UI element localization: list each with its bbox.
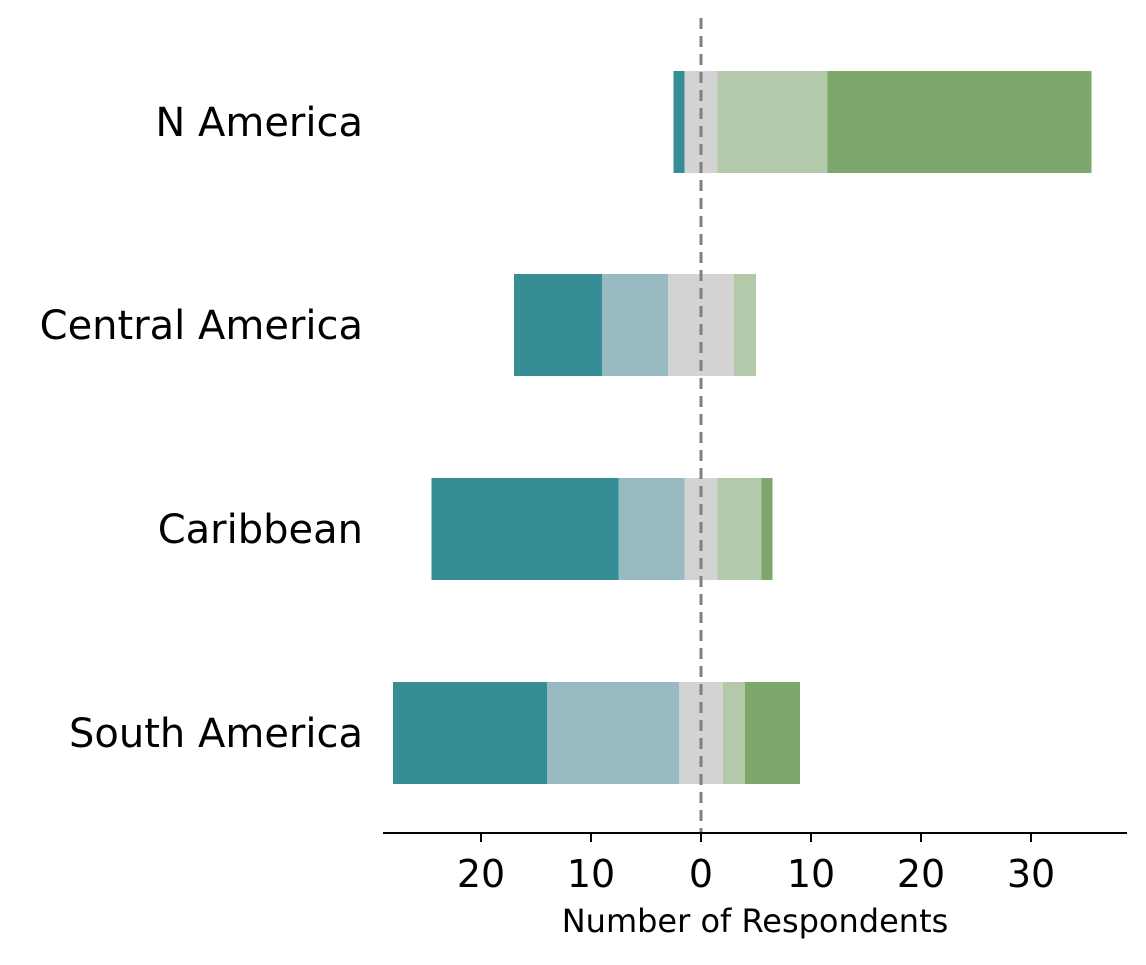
category-label: South America (69, 711, 363, 757)
bar-segment-4-caribbean (717, 478, 762, 580)
bar-segment-4-n-america (717, 71, 828, 173)
category-label: Caribbean (158, 507, 363, 553)
bar-segment-5-n-america (827, 71, 1092, 173)
x-tick-label: 30 (1007, 852, 1055, 896)
bar-segment-1-caribbean (431, 478, 619, 580)
category-labels: N America Central America Caribbean South A… (40, 100, 363, 757)
bar-segment-2-central-america (602, 274, 668, 376)
bar-segment-1-n-america (673, 71, 685, 173)
x-tick-label: 10 (567, 852, 615, 896)
x-axis: 20 10 0 10 20 30 (383, 832, 1127, 896)
bar-segment-2-south-america (547, 682, 679, 784)
bar-segment-4-south-america (723, 682, 745, 784)
bar-segment-3-south-america (679, 682, 723, 784)
x-tick-label: 0 (689, 852, 713, 896)
x-tick-label: 10 (787, 852, 835, 896)
x-axis-title: Number of Respondents (562, 902, 949, 940)
bar-segment-3-n-america (684, 71, 718, 173)
bar-segment-2-caribbean (618, 478, 685, 580)
bar-segment-1-south-america (393, 682, 547, 784)
category-label: N America (155, 100, 363, 146)
bars-layer (393, 71, 1092, 784)
bar-segment-1-central-america (514, 274, 602, 376)
category-label: Central America (40, 303, 363, 349)
x-tick-label: 20 (457, 852, 505, 896)
bar-segment-4-central-america (734, 274, 756, 376)
bar-segment-5-caribbean (761, 478, 773, 580)
bar-segment-5-south-america (745, 682, 800, 784)
x-tick-label: 20 (897, 852, 945, 896)
